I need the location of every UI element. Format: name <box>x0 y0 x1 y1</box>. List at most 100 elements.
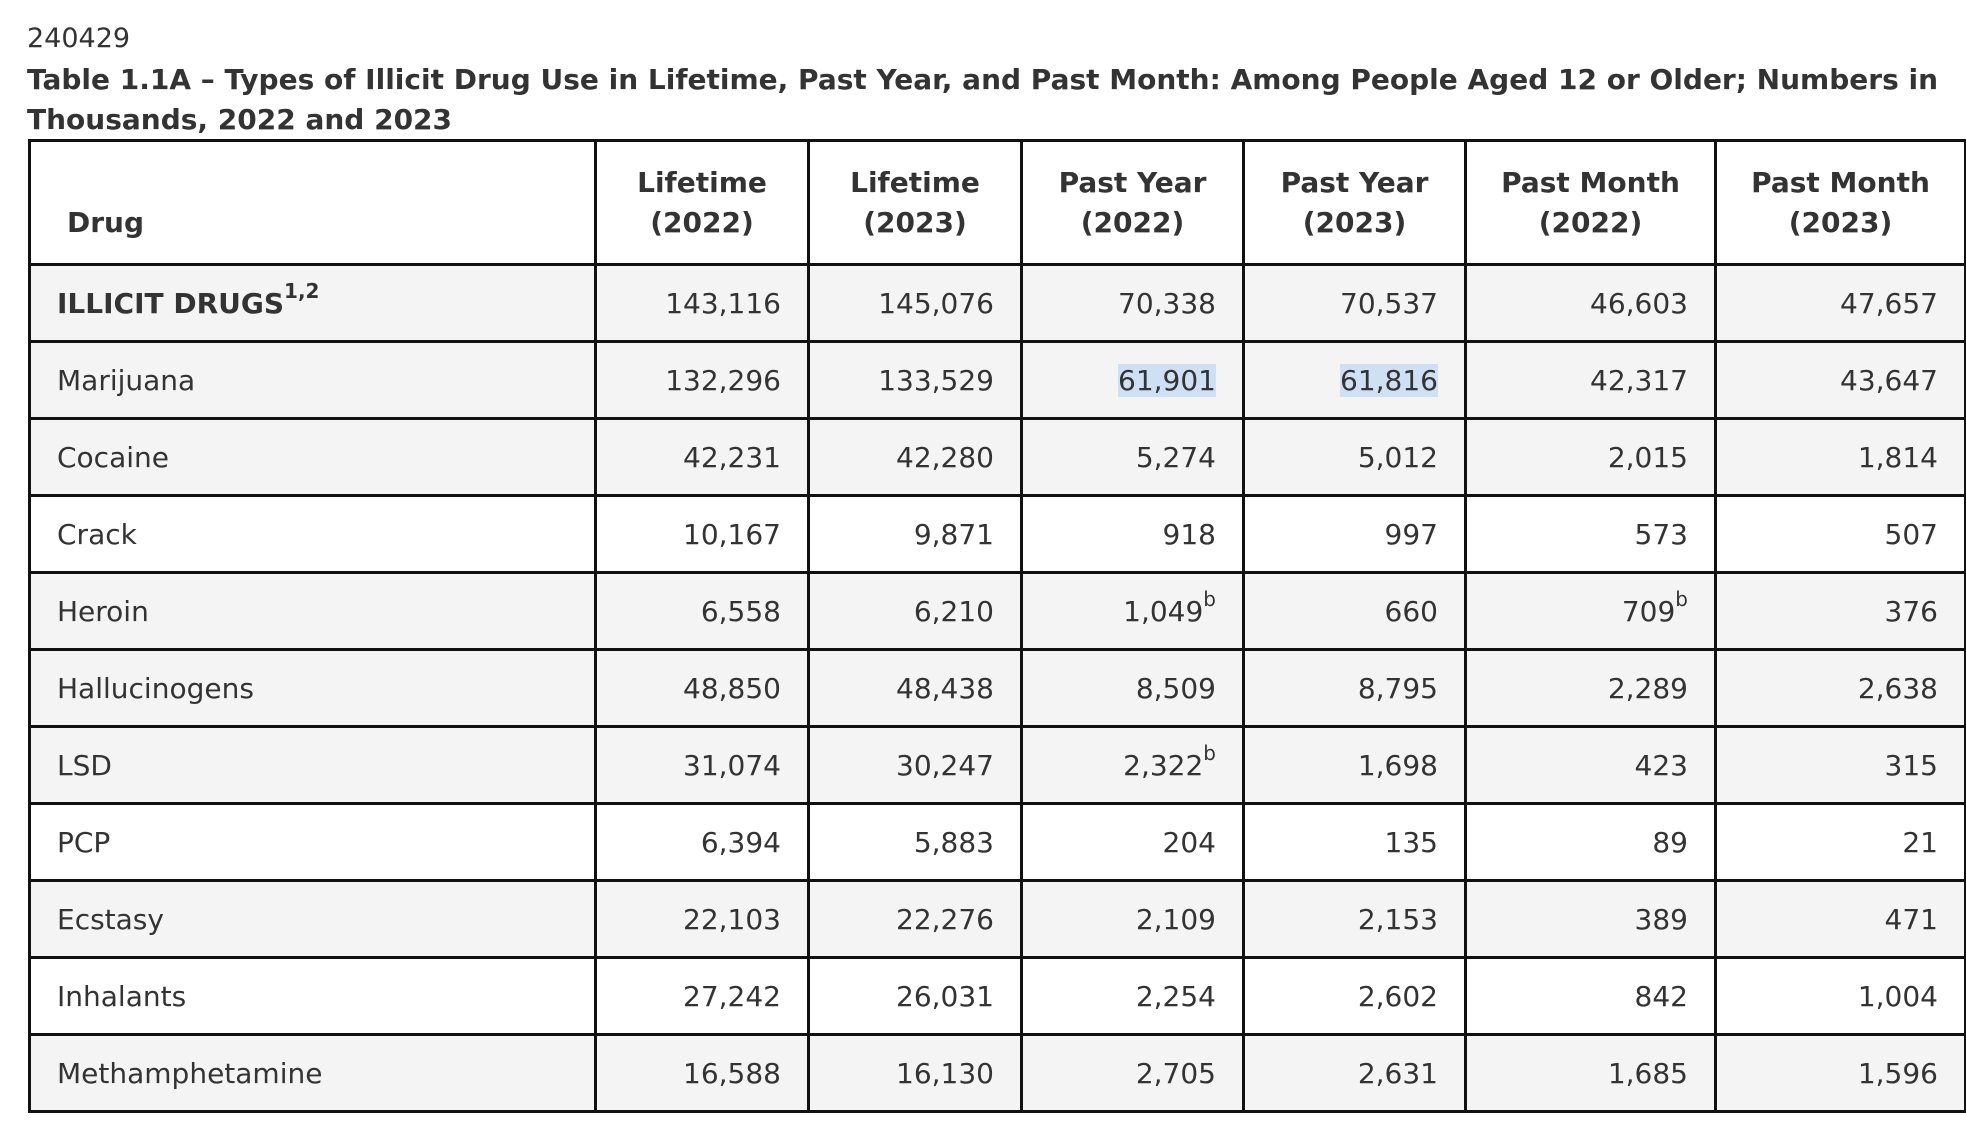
value-cell: 5,012 <box>1242 417 1467 497</box>
cell-value: 1,698 <box>1357 748 1438 782</box>
value-cell: 573 <box>1464 494 1717 574</box>
value-cell: 26,031 <box>807 956 1023 1036</box>
value-cell: 16,130 <box>807 1033 1023 1113</box>
table-row: ILLICIT DRUGS1,2 143,116 145,076 70,338 70,5… <box>28 263 1966 343</box>
cell-value: 2,638 <box>1857 671 1938 705</box>
value-cell: 2,602 <box>1242 956 1467 1036</box>
value-cell: 315 <box>1714 725 1966 805</box>
value-cell: 2,631 <box>1242 1033 1467 1113</box>
drug-name-cell: LSD <box>28 725 597 805</box>
drug-name: ILLICIT DRUGS <box>57 286 285 320</box>
value-cell: 132,296 <box>594 340 810 420</box>
cell-value: 22,103 <box>683 902 781 936</box>
cell-value: 918 <box>1162 517 1216 551</box>
value-cell: 1,049b <box>1020 571 1245 651</box>
cell-value: 42,317 <box>1590 363 1688 397</box>
value-cell: 709b <box>1464 571 1717 651</box>
header-row: Drug Lifetime (2022) Lifetime (2023) Pas… <box>28 139 1966 266</box>
column-header-label: Drug <box>67 206 145 239</box>
cell-value: 16,588 <box>683 1056 781 1090</box>
value-cell: 2,153 <box>1242 879 1467 959</box>
cell-value: 143,116 <box>665 286 781 320</box>
column-header-drug: Drug <box>28 139 597 266</box>
cell-value: 135 <box>1384 825 1438 859</box>
table-row: Hallucinogens 48,850 48,438 8,509 8,795 2,289… <box>28 648 1966 728</box>
table-row: PCP 6,394 5,883 204 135 89 21 <box>28 802 1966 882</box>
value-cell: 9,871 <box>807 494 1023 574</box>
value-cell: 61,816 <box>1242 340 1467 420</box>
drug-name: Marijuana <box>57 363 196 397</box>
cell-value: 46,603 <box>1590 286 1688 320</box>
value-cell: 70,338 <box>1020 263 1245 343</box>
value-cell: 376 <box>1714 571 1966 651</box>
value-cell: 48,438 <box>807 648 1023 728</box>
drug-name: PCP <box>57 825 111 859</box>
cell-value: 2,602 <box>1357 979 1438 1013</box>
value-cell: 2,254 <box>1020 956 1245 1036</box>
value-cell: 2,638 <box>1714 648 1966 728</box>
cell-value: 48,438 <box>896 671 994 705</box>
column-header-past-year-2023: Past Year (2023) <box>1242 139 1467 266</box>
cell-value: 842 <box>1634 979 1688 1013</box>
cell-value: 5,883 <box>913 825 994 859</box>
column-header-year: (2023) <box>1788 205 1893 239</box>
value-cell: 6,558 <box>594 571 810 651</box>
value-cell: 5,883 <box>807 802 1023 882</box>
value-cell: 918 <box>1020 494 1245 574</box>
drug-name: Cocaine <box>57 440 169 474</box>
value-cell: 30,247 <box>807 725 1023 805</box>
value-cell: 2,705 <box>1020 1033 1245 1113</box>
value-cell: 27,242 <box>594 956 810 1036</box>
footnote-marker: b <box>1203 741 1216 766</box>
value-cell: 22,103 <box>594 879 810 959</box>
drug-name: Crack <box>57 517 137 551</box>
value-cell: 48,850 <box>594 648 810 728</box>
cell-value: 132,296 <box>665 363 781 397</box>
value-cell: 5,274 <box>1020 417 1245 497</box>
cell-value: 48,850 <box>683 671 781 705</box>
drug-name: Inhalants <box>57 979 187 1013</box>
value-cell: 47,657 <box>1714 263 1966 343</box>
drug-name: Hallucinogens <box>57 671 254 705</box>
cell-value: 9,871 <box>913 517 994 551</box>
drug-name: Ecstasy <box>57 902 164 936</box>
table-row: Inhalants 27,242 26,031 2,254 2,602 842 1,004 <box>28 956 1966 1036</box>
document-id: 240429 <box>27 23 131 54</box>
column-header-lifetime-2022: Lifetime (2022) <box>594 139 810 266</box>
column-header-year: (2023) <box>1302 205 1407 239</box>
value-cell: 423 <box>1464 725 1717 805</box>
value-cell: 1,004 <box>1714 956 1966 1036</box>
value-cell: 145,076 <box>807 263 1023 343</box>
value-cell: 2,289 <box>1464 648 1717 728</box>
cell-value: 2,631 <box>1357 1056 1438 1090</box>
value-cell: 1,685 <box>1464 1033 1717 1113</box>
table-row: Cocaine 42,231 42,280 5,274 5,012 2,015 1,814 <box>28 417 1966 497</box>
cell-value: 573 <box>1634 517 1688 551</box>
footnote-marker: b <box>1675 587 1688 612</box>
value-cell: 6,394 <box>594 802 810 882</box>
cell-value: 471 <box>1884 902 1938 936</box>
value-cell: 16,588 <box>594 1033 810 1113</box>
value-cell: 31,074 <box>594 725 810 805</box>
value-cell: 143,116 <box>594 263 810 343</box>
cell-value: 1,004 <box>1857 979 1938 1013</box>
cell-value: 27,242 <box>683 979 781 1013</box>
table-title: Table 1.1A – Types of Illicit Drug Use i… <box>27 63 1939 136</box>
cell-value: 8,795 <box>1357 671 1438 705</box>
cell-value: 660 <box>1384 594 1438 628</box>
cell-value: 145,076 <box>878 286 994 320</box>
cell-value: 507 <box>1884 517 1938 551</box>
column-header-past-year-2022: Past Year (2022) <box>1020 139 1245 266</box>
cell-value: 2,153 <box>1357 902 1438 936</box>
cell-value: 6,558 <box>700 594 781 628</box>
cell-value: 709 <box>1621 594 1676 628</box>
value-cell: 2,322b <box>1020 725 1245 805</box>
column-header-past-month-2023: Past Month (2023) <box>1714 139 1966 266</box>
cell-value: 2,109 <box>1135 902 1216 936</box>
value-cell: 42,280 <box>807 417 1023 497</box>
table-header: Drug Lifetime (2022) Lifetime (2023) Pas… <box>28 139 1966 266</box>
value-cell: 660 <box>1242 571 1467 651</box>
cell-value: 70,537 <box>1340 286 1438 320</box>
value-cell: 21 <box>1714 802 1966 882</box>
cell-value: 47,657 <box>1840 286 1938 320</box>
